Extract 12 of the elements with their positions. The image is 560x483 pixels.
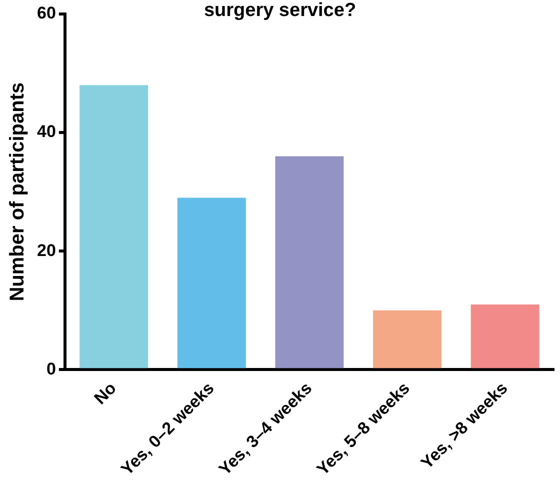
y-tick-label: 20 <box>36 240 56 260</box>
bar <box>177 198 246 368</box>
y-axis-title: Number of participants <box>6 82 29 302</box>
bar <box>80 85 148 368</box>
bar <box>275 156 344 368</box>
y-tick-label: 60 <box>36 4 56 23</box>
bar <box>373 310 442 368</box>
y-tick-label: 40 <box>36 122 56 142</box>
chart-title: surgery service? <box>204 0 356 21</box>
bar <box>470 304 540 368</box>
y-tick-label: 0 <box>46 359 56 378</box>
x-tick-label: No <box>90 378 120 408</box>
